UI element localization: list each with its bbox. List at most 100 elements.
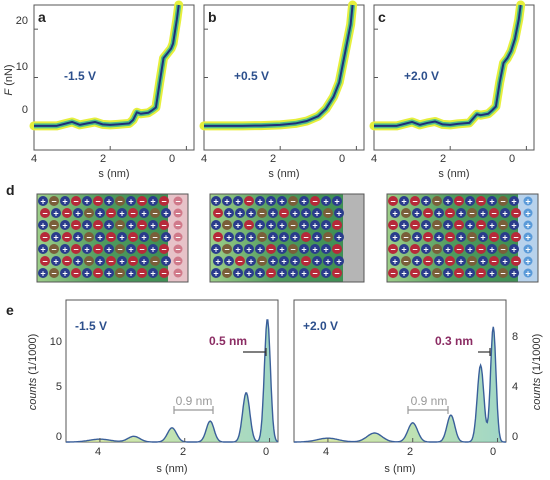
cation-sign: + <box>292 209 297 219</box>
cation-sign: + <box>414 209 419 219</box>
cation-sign: + <box>226 257 231 267</box>
cation <box>38 196 48 206</box>
cation <box>465 268 475 278</box>
cation-sign: + <box>248 233 253 243</box>
cation-sign: + <box>489 221 494 231</box>
anion-sign: − <box>73 221 78 231</box>
ion-box-1-frame <box>36 193 189 283</box>
cation-sign: + <box>392 233 397 243</box>
cation-sign: + <box>511 245 516 255</box>
cation <box>51 232 61 242</box>
anion-sign: − <box>95 269 100 279</box>
cation <box>82 220 92 230</box>
cation <box>211 220 221 230</box>
electrode-charge-sign: − <box>175 221 180 231</box>
anion-sign: − <box>246 197 251 207</box>
cation-sign: + <box>314 233 319 243</box>
cation-sign: + <box>301 269 306 279</box>
x-tick-label: 4 <box>95 446 101 458</box>
y-tick-label: 5 <box>56 381 62 393</box>
anion-sign: − <box>469 257 474 267</box>
anion-sign: − <box>246 221 251 231</box>
anion-sign: − <box>259 257 264 267</box>
cation-sign: + <box>84 197 89 207</box>
anion-sign: − <box>412 245 417 255</box>
cation <box>224 232 234 242</box>
anion-sign: − <box>334 269 339 279</box>
anion-sign: − <box>403 233 408 243</box>
cation-sign: + <box>119 209 124 219</box>
anion <box>476 196 486 206</box>
cation-sign: + <box>213 221 218 231</box>
cation-sign: + <box>235 221 240 231</box>
cation-sign: + <box>163 233 168 243</box>
cation-sign: + <box>336 257 341 267</box>
cation-sign: + <box>480 257 485 267</box>
anion <box>71 268 81 278</box>
anion <box>266 244 276 254</box>
anion <box>137 244 147 254</box>
cation <box>412 232 422 242</box>
cation-sign: + <box>489 245 494 255</box>
cation <box>500 256 510 266</box>
cation <box>255 220 265 230</box>
cation-sign: + <box>248 209 253 219</box>
cation <box>299 196 309 206</box>
cation <box>117 208 127 218</box>
cation <box>321 220 331 230</box>
x-axis-label: s (nm) <box>268 168 299 180</box>
anion-sign: − <box>86 233 91 243</box>
cation <box>421 244 431 254</box>
y-tick-label-right: 8 <box>512 331 518 343</box>
cation <box>117 232 127 242</box>
top-x-axes: 4 2 0 s (nm) 4 2 0 s (nm) 4 2 0 s (nm) <box>31 153 515 180</box>
ion-box-3: − + − + − + − + − + − ++ − + − + − + − + − + −− + − + − + − + − + − ++ − + −… <box>386 193 539 283</box>
cation-sign: + <box>40 197 45 207</box>
anion-sign: − <box>491 257 496 267</box>
cation-sign: + <box>213 197 218 207</box>
anion-sign: − <box>108 209 113 219</box>
anion-sign: − <box>42 209 47 219</box>
cation-sign: + <box>226 209 231 219</box>
anion-sign: − <box>108 257 113 267</box>
anion <box>266 268 276 278</box>
cation <box>104 268 114 278</box>
anion-sign: − <box>456 269 461 279</box>
anion <box>388 196 398 206</box>
cation-sign: + <box>480 233 485 243</box>
cation-sign: + <box>323 245 328 255</box>
cation-sign: + <box>257 245 262 255</box>
anion-sign: − <box>434 245 439 255</box>
anion-sign: − <box>412 197 417 207</box>
cation-sign: + <box>467 269 472 279</box>
ion-box-2: + + + − + + + − + − + +− + + + − + − + + + − ++ − + − + + + − + + + −− + + +… <box>209 193 365 283</box>
cation-sign: + <box>106 245 111 255</box>
cation <box>288 268 298 278</box>
anion-sign: − <box>259 233 264 243</box>
anion <box>498 196 508 206</box>
cation <box>399 220 409 230</box>
cation <box>334 256 344 266</box>
cation-sign: + <box>40 221 45 231</box>
anion <box>159 268 169 278</box>
anion-sign: − <box>42 257 47 267</box>
anion <box>432 196 442 206</box>
anion-sign: − <box>325 209 330 219</box>
cation <box>126 244 136 254</box>
anion-sign: − <box>152 257 157 267</box>
electrode-charge-sign: − <box>175 269 180 279</box>
anion <box>476 220 486 230</box>
anion <box>498 244 508 254</box>
cation-sign: + <box>75 257 80 267</box>
anion-sign: − <box>161 197 166 207</box>
peak-far-marker <box>173 406 214 414</box>
y-tick-label-right: 0 <box>512 431 518 443</box>
anion-sign: − <box>478 221 483 231</box>
cation <box>51 256 61 266</box>
bottom-axes: 0 5 10 counts (1/1000) 0 4 8 counts (1/1… <box>27 331 543 475</box>
anion <box>222 244 232 254</box>
anion <box>150 232 160 242</box>
cation <box>266 196 276 206</box>
cation <box>334 232 344 242</box>
anion <box>128 256 138 266</box>
